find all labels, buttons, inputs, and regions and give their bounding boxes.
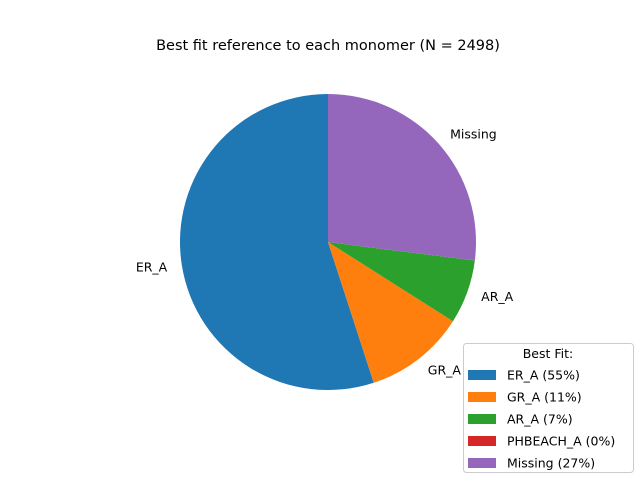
pie-slice-er-a — [180, 94, 374, 391]
slice-label-missing: Missing — [450, 126, 497, 141]
legend: Best Fit: ER_A (55%) GR_A (11%) AR_A (7%) P… — [463, 343, 634, 473]
legend-label-missing: Missing (27%) — [507, 456, 595, 471]
legend-title: Best Fit: — [523, 346, 574, 361]
pie-slice-gr-a — [328, 242, 453, 383]
chart-title: Best fit reference to each monomer (N = … — [156, 38, 500, 54]
legend-swatch-missing — [468, 458, 496, 468]
legend-swatch-phbeach-a — [468, 436, 496, 446]
pie-slice-ar-a — [328, 242, 475, 322]
slice-label-er-a: ER_A — [136, 259, 168, 274]
slice-label-gr-a: GR_A — [428, 363, 462, 378]
slice-label-ar-a: AR_A — [481, 289, 513, 304]
slice-labels: ER_A GR_A AR_A Missing — [136, 126, 514, 377]
legend-items: ER_A (55%) GR_A (11%) AR_A (7%) PHBEACH_A (… — [468, 368, 615, 471]
legend-label-gr-a: GR_A (11%) — [507, 390, 582, 405]
legend-label-ar-a: AR_A (7%) — [507, 412, 573, 427]
legend-swatch-er-a — [468, 370, 496, 380]
legend-swatch-gr-a — [468, 392, 496, 402]
pie-slices — [180, 94, 477, 391]
legend-label-er-a: ER_A (55%) — [507, 368, 580, 383]
legend-label-phbeach-a: PHBEACH_A (0%) — [507, 434, 615, 449]
pie-slice-missing — [328, 94, 477, 261]
legend-swatch-ar-a — [468, 414, 496, 424]
legend-frame — [463, 343, 634, 473]
